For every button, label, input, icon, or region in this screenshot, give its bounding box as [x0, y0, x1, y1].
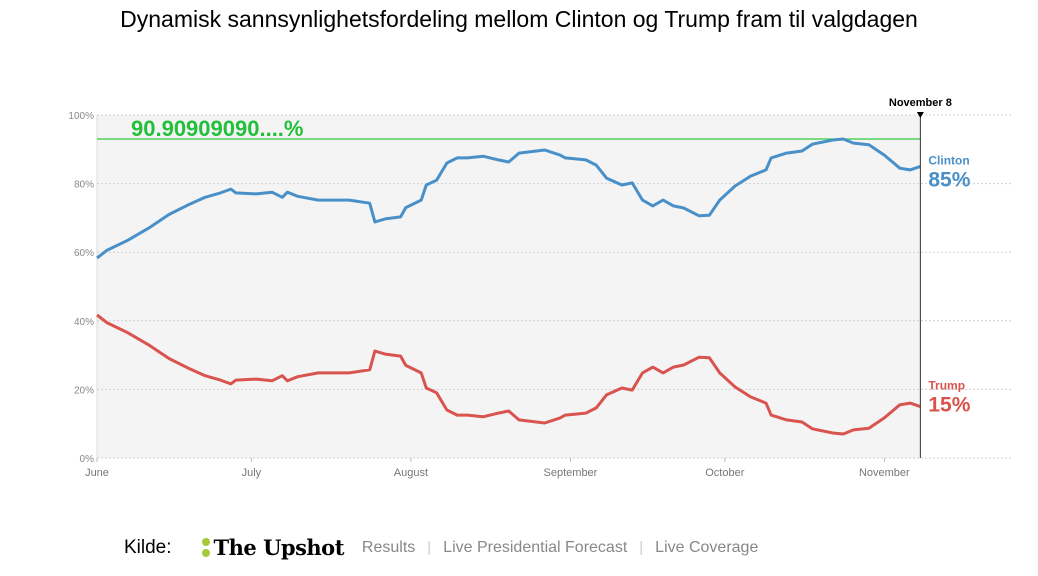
x-tick-label: July	[242, 467, 262, 479]
reference-line-label: 90.90909090....%	[131, 116, 303, 141]
x-tick-label: August	[394, 467, 428, 479]
x-tick-label: September	[544, 467, 598, 479]
y-tick-label: 40%	[74, 317, 94, 328]
logo-text: The Upshot	[213, 535, 345, 560]
series-final-value: 15%	[928, 394, 970, 417]
plot-background	[97, 115, 921, 458]
series-name-label: Clinton	[928, 153, 969, 167]
separator: |	[427, 539, 432, 556]
series-name-label: Trump	[928, 379, 965, 393]
series-line-trump	[96, 313, 921, 436]
x-tick-label: October	[705, 467, 744, 479]
y-tick-label: 20%	[74, 385, 94, 396]
link-live-coverage[interactable]: Live Coverage	[655, 538, 759, 556]
down-triangle-icon	[916, 112, 924, 118]
series-line-clinton	[96, 137, 921, 260]
source-footer: Kilde: The Upshot Results | Live Preside…	[124, 535, 758, 560]
link-live-forecast[interactable]: Live Presidential Forecast	[443, 538, 628, 556]
page-title: Dynamisk sannsynlighetsfordeling mellom …	[120, 6, 918, 32]
logo-dots-icon	[201, 538, 210, 557]
line-chart: 0% 20% 40% 60% 80% 100% June July August Septembe…	[68, 97, 1013, 479]
x-tick-label: June	[85, 467, 109, 479]
separator: |	[639, 539, 644, 556]
y-tick-label: 80%	[74, 180, 94, 191]
y-tick-label: 0%	[80, 454, 95, 465]
series-final-value: 85%	[928, 168, 970, 191]
link-results[interactable]: Results	[361, 538, 416, 556]
x-tick-label: November	[859, 467, 910, 479]
y-tick-label: 60%	[74, 248, 94, 259]
y-tick-label: 100%	[68, 111, 94, 122]
upshot-logo[interactable]: The Upshot	[201, 535, 345, 560]
source-label: Kilde:	[124, 536, 172, 558]
election-day-label: November 8	[889, 97, 952, 109]
